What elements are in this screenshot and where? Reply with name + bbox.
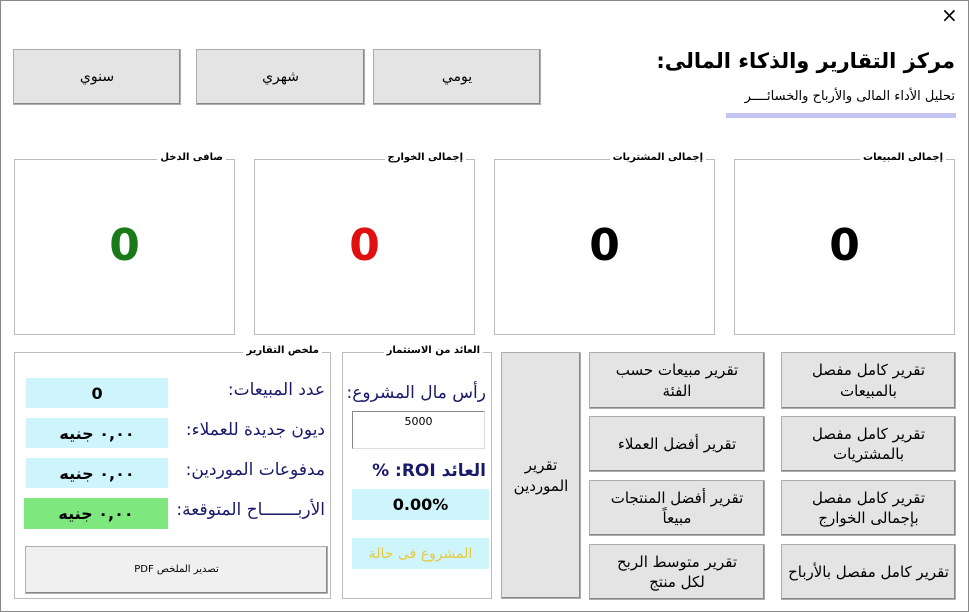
page-subtitle: تحليل الأداء المالى والأرباح والخسائــــ… <box>744 89 955 104</box>
monthly-button[interactable]: شهري <box>196 49 365 105</box>
card-label: إجمالى المشتريات <box>609 152 706 163</box>
capital-label: رأس مال المشروع: <box>346 383 487 403</box>
sales-count-label: عدد المبيعات: <box>227 380 325 400</box>
card-value: 0 <box>589 220 620 271</box>
avg-profit-report-button[interactable]: تقرير متوسط الربح لكل منتج <box>589 544 765 600</box>
card-label: إجمالى المبيعات <box>860 152 946 163</box>
roi-value: 0.00% <box>352 489 489 520</box>
top-products-report-button[interactable]: تقرير أفضل المنتجات مبيعاً <box>589 480 765 536</box>
summary-group: ملخص التقارير عدد المبيعات: 0 ديون جديدة… <box>14 345 331 599</box>
expected-profit-value: ٠,٠٠ جنيه <box>24 498 168 529</box>
supplier-payments-label: مدفوعات الموردين: <box>185 460 325 480</box>
total-sales-card: إجمالى المبيعات 0 <box>734 152 955 335</box>
group-label: ملخص التقارير <box>243 345 322 356</box>
page-title: مركز التقارير والذكاء المالى: <box>656 49 955 73</box>
full-expenses-report-button[interactable]: تقرير كامل مفصل بإجمالى الخوارج <box>781 480 956 536</box>
customer-debts-label: ديون جديدة للعملاء: <box>185 420 325 440</box>
export-pdf-button[interactable]: تصدير الملخص PDF <box>25 546 328 594</box>
project-status: المشروع فى حالة <box>352 538 489 569</box>
roi-group: العائد من الاستثمار رأس مال المشروع: الع… <box>342 345 492 599</box>
card-value: 0 <box>829 220 860 271</box>
sales-count-value: 0 <box>26 378 168 408</box>
total-purchases-card: إجمالى المشتريات 0 <box>494 152 715 335</box>
customer-debts-value: ٠,٠٠ جنيه <box>26 418 168 448</box>
full-sales-report-button[interactable]: تقرير كامل مفصل بالمبيعات <box>781 352 956 409</box>
full-profit-report-button[interactable]: تقرير كامل مفصل بالأرباح <box>781 544 956 600</box>
card-value: 0 <box>349 220 380 271</box>
suppliers-report-button[interactable]: تقرير الموردين <box>501 352 581 599</box>
card-label: صافى الدخل <box>157 152 226 163</box>
total-expenses-card: إجمالى الخوارج 0 <box>254 152 475 335</box>
daily-button[interactable]: يومي <box>373 49 541 105</box>
card-value: 0 <box>109 220 140 271</box>
roi-label: العائد ROI: % <box>372 461 486 481</box>
sales-by-category-report-button[interactable]: تقرير مبيعات حسب الفئة <box>589 352 765 409</box>
title-underline <box>726 113 956 118</box>
expected-profit-label: الأربـــــــاح المتوقعة: <box>176 500 325 520</box>
close-icon[interactable]: × <box>941 3 958 27</box>
group-label: العائد من الاستثمار <box>383 345 483 356</box>
supplier-payments-value: ٠,٠٠ جنيه <box>26 458 168 488</box>
yearly-button[interactable]: سنوي <box>13 49 181 105</box>
net-income-card: صافى الدخل 0 <box>14 152 235 335</box>
top-customers-report-button[interactable]: تقرير أفضل العملاء <box>589 416 765 472</box>
card-label: إجمالى الخوارج <box>384 152 466 163</box>
full-purchases-report-button[interactable]: تقرير كامل مفصل بالمشتريات <box>781 416 956 472</box>
capital-input[interactable] <box>352 411 485 449</box>
